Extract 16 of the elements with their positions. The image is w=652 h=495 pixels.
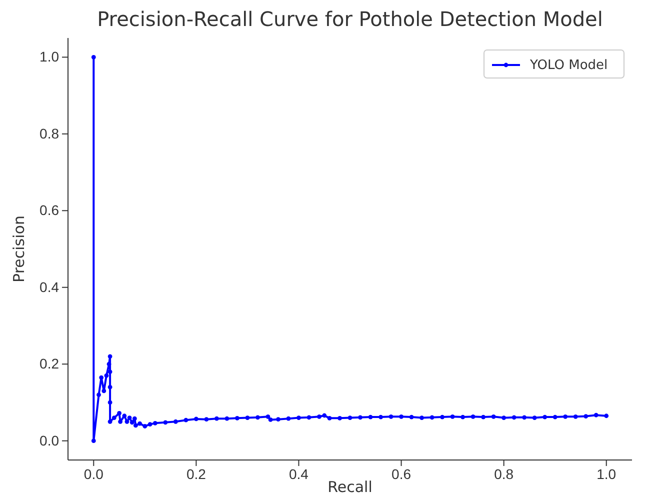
- y-tick-label: 0.2: [40, 356, 60, 372]
- y-tick-label: 0.4: [40, 278, 60, 295]
- y-axis-title: Precision: [10, 216, 28, 282]
- x-tick-label: 0.8: [494, 466, 514, 482]
- x-tick-label: 0.4: [288, 466, 309, 482]
- x-tick-label: 0.6: [392, 466, 412, 482]
- y-tick-label: 0.6: [40, 202, 60, 218]
- chart-title: Precision-Recall Curve for Pothole Detection Model: [97, 7, 603, 31]
- y-tick-label: 0.0: [40, 432, 60, 448]
- y-tick-label: 1.0: [40, 48, 60, 65]
- x-tick-label: 0.0: [84, 466, 104, 482]
- x-tick-label: 1.0: [596, 466, 616, 482]
- x-tick-label: 0.2: [186, 466, 206, 482]
- legend-label: YOLO Model: [529, 58, 608, 73]
- x-axis-title: Recall: [328, 478, 372, 495]
- y-tick-label: 0.8: [40, 125, 60, 142]
